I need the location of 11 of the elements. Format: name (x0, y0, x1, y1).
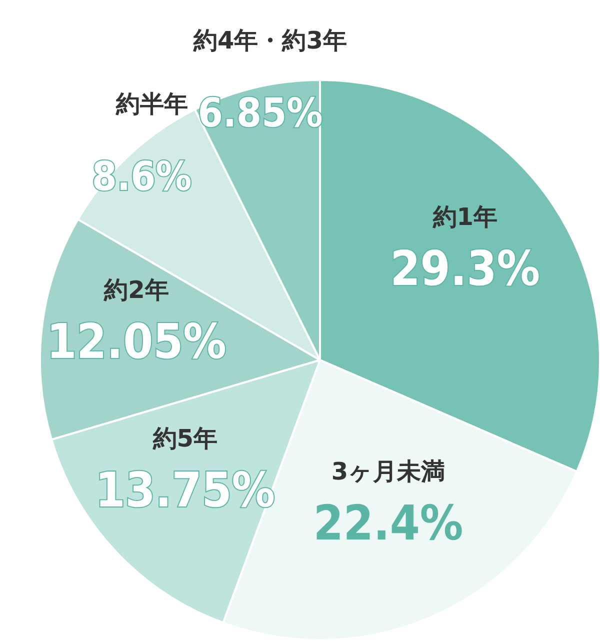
data-label: 8.6% (92, 154, 192, 200)
data-label: 22.4% (313, 496, 464, 552)
slice-label: 約2年 (103, 276, 169, 304)
slice-label: 約1年 (432, 202, 498, 231)
data-label: 13.75% (95, 462, 276, 518)
data-label: 29.3% (390, 240, 540, 297)
data-label: 12.05% (46, 314, 226, 370)
slice-label: 約4年・約3年 (192, 26, 347, 55)
slice-label: 3ヶ月未満 (331, 458, 446, 486)
slice-label: 約半年 (114, 90, 188, 118)
slice-label: 約5年 (152, 424, 218, 452)
